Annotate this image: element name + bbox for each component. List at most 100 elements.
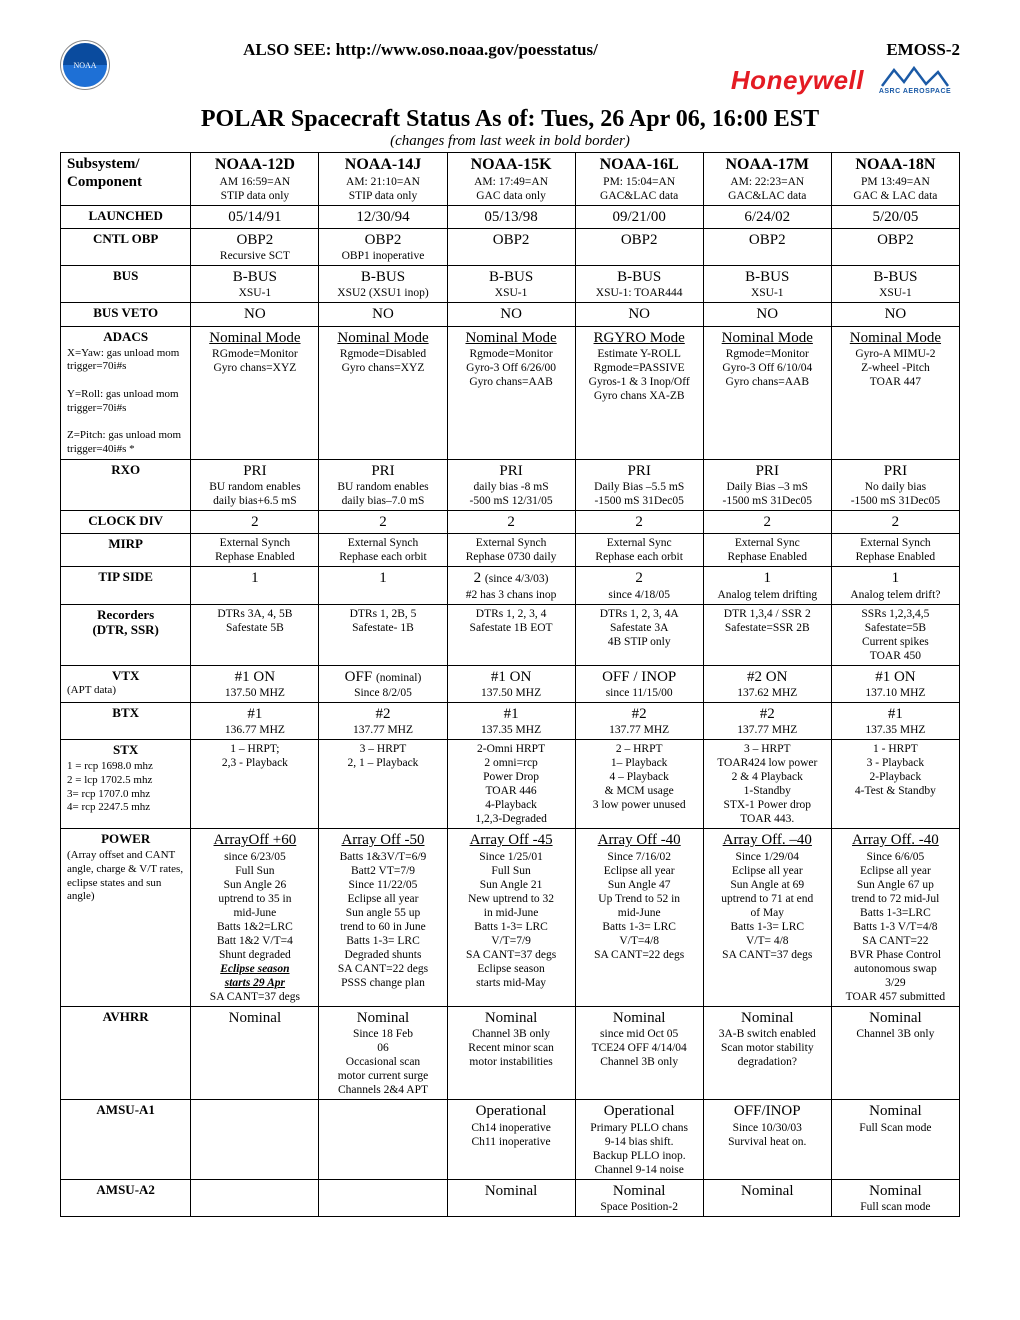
table-cell: NominalFull scan mode xyxy=(831,1179,959,1216)
table-cell: 2 xyxy=(703,510,831,533)
table-cell: 2since 4/18/05 xyxy=(575,567,703,604)
table-cell: OBP2 xyxy=(575,228,703,265)
table-cell: DTRs 1, 2B, 5Safestate- 1B xyxy=(319,604,447,665)
table-cell: #2137.77 MHZ xyxy=(575,702,703,739)
row-amsu-a1: AMSU-A1 xyxy=(61,1100,191,1179)
table-cell: Nominal ModeRgmode=MonitorGyro-3 Off 6/1… xyxy=(703,326,831,459)
table-cell: DTRs 1, 2, 3, 4Safestate 1B EOT xyxy=(447,604,575,665)
table-cell: 05/14/91 xyxy=(191,205,319,228)
col-sat-3: NOAA-15KAM: 17:49=ANGAC data only xyxy=(447,153,575,206)
table-header: Subsystem/ComponentNOAA-12DAM 16:59=ANST… xyxy=(61,153,960,206)
table-cell: OBP2OBP1 inoperative xyxy=(319,228,447,265)
row-btx: BTX xyxy=(61,702,191,739)
col-sat-4: NOAA-16LPM: 15:04=ANGAC&LAC data xyxy=(575,153,703,206)
table-cell: #1137.35 MHZ xyxy=(447,702,575,739)
table-cell: NominalFull Scan mode xyxy=(831,1100,959,1179)
table-cell: Nominalsince mid Oct 05TCE24 OFF 4/14/04… xyxy=(575,1006,703,1099)
table-cell: 3 – HRPTTOAR424 low power2 & 4 Playback1… xyxy=(703,740,831,829)
table-cell: #1 ON137.10 MHZ xyxy=(831,665,959,702)
table-cell: #2 ON137.62 MHZ xyxy=(703,665,831,702)
table-cell: 1 – HRPT;2,3 - Playback xyxy=(191,740,319,829)
table-cell: 2 – HRPT1– Playback4 – Playback& MCM usa… xyxy=(575,740,703,829)
table-cell: Nominal ModeRgmode=MonitorGyro-3 Off 6/2… xyxy=(447,326,575,459)
mountain-icon xyxy=(880,66,950,88)
table-cell: OBP2Recursive SCT xyxy=(191,228,319,265)
table-cell: 2-Omni HRPT2 omni=rcpPower DropTOAR 4464… xyxy=(447,740,575,829)
table-cell: PRIBU random enablesdaily bias–7.0 mS xyxy=(319,459,447,510)
table-cell: B-BUSXSU-1: TOAR444 xyxy=(575,266,703,303)
table-cell xyxy=(191,1179,319,1216)
table-cell: NominalSpace Position-2 xyxy=(575,1179,703,1216)
col-sat-6: NOAA-18NPM 13:49=ANGAC & LAC data xyxy=(831,153,959,206)
row-launched: LAUNCHED xyxy=(61,205,191,228)
table-cell: External SynchRephase each orbit xyxy=(319,534,447,567)
table-cell: OBP2 xyxy=(831,228,959,265)
noaa-logo: NOAA xyxy=(60,40,110,90)
table-cell: NO xyxy=(191,303,319,326)
table-cell: ArrayOff +60since 6/23/05Full SunSun Ang… xyxy=(191,829,319,1006)
table-cell: External SyncRephase Enabled xyxy=(703,534,831,567)
table-cell: #1136.77 MHZ xyxy=(191,702,319,739)
table-cell: 5/20/05 xyxy=(831,205,959,228)
table-cell: OperationalPrimary PLLO chans9-14 bias s… xyxy=(575,1100,703,1179)
table-cell: Array Off -50Batts 1&3V/T=6/9Batt2 VT=7/… xyxy=(319,829,447,1006)
table-cell: 1Analog telem drifting xyxy=(703,567,831,604)
row-clock-div: CLOCK DIV xyxy=(61,510,191,533)
table-cell: DTRs 3A, 4, 5BSafestate 5B xyxy=(191,604,319,665)
table-cell: 12/30/94 xyxy=(319,205,447,228)
table-cell: Nominal ModeGyro-A MIMU-2Z-wheel -PitchT… xyxy=(831,326,959,459)
table-cell: OFF (nominal)Since 8/2/05 xyxy=(319,665,447,702)
col-sat-1: NOAA-12DAM 16:59=ANSTIP data only xyxy=(191,153,319,206)
row-amsu-a2: AMSU-A2 xyxy=(61,1179,191,1216)
table-cell: B-BUSXSU-1 xyxy=(703,266,831,303)
table-cell: External SynchRephase Enabled xyxy=(191,534,319,567)
table-cell: Nominal xyxy=(447,1179,575,1216)
table-cell: NominalChannel 3B only xyxy=(831,1006,959,1099)
table-cell: 2 xyxy=(575,510,703,533)
table-cell: B-BUSXSU2 (XSU1 inop) xyxy=(319,266,447,303)
table-cell: Nominal3A-B switch enabledScan motor sta… xyxy=(703,1006,831,1099)
row-recorders: Recorders(DTR, SSR) xyxy=(61,604,191,665)
table-cell: SSRs 1,2,3,4,5Safestate=5BCurrent spikes… xyxy=(831,604,959,665)
table-cell: #2137.77 MHZ xyxy=(319,702,447,739)
table-cell: NO xyxy=(575,303,703,326)
table-cell: 1 xyxy=(191,567,319,604)
row-stx: STX1 = rcp 1698.0 mhz2 = lcp 1702.5 mhz3… xyxy=(61,740,191,829)
table-cell: Nominal xyxy=(703,1179,831,1216)
col-sat-5: NOAA-17MAM: 22:23=ANGAC&LAC data xyxy=(703,153,831,206)
table-cell: PRIBU random enablesdaily bias+6.5 mS xyxy=(191,459,319,510)
col-sat-2: NOAA-14JAM: 21:10=ANSTIP data only xyxy=(319,153,447,206)
table-cell: PRINo daily bias-1500 mS 31Dec05 xyxy=(831,459,959,510)
table-cell: NO xyxy=(319,303,447,326)
table-cell: #1 ON137.50 MHZ xyxy=(447,665,575,702)
table-cell: DTR 1,3,4 / SSR 2Safestate=SSR 2B xyxy=(703,604,831,665)
row-rxo: RXO xyxy=(61,459,191,510)
table-cell xyxy=(319,1179,447,1216)
also-see: ALSO SEE: http://www.oso.noaa.gov/poesst… xyxy=(110,40,731,60)
table-cell: PRIDaily Bias –3 mS-1500 mS 31Dec05 xyxy=(703,459,831,510)
honeywell-logo: Honeywell xyxy=(731,65,864,96)
table-cell: NO xyxy=(703,303,831,326)
table-cell: Array Off. -40Since 6/6/05Eclipse all ye… xyxy=(831,829,959,1006)
table-cell: 1 xyxy=(319,567,447,604)
table-cell: Array Off. –40Since 1/29/04Eclipse all y… xyxy=(703,829,831,1006)
table-cell: Nominal ModeRGmode=MonitorGyro chans=XYZ xyxy=(191,326,319,459)
table-cell: NO xyxy=(447,303,575,326)
row-avhrr: AVHRR xyxy=(61,1006,191,1099)
status-table: Subsystem/ComponentNOAA-12DAM 16:59=ANST… xyxy=(60,152,960,1217)
table-cell: OFF/INOPSince 10/30/03Survival heat on. xyxy=(703,1100,831,1179)
table-cell xyxy=(319,1100,447,1179)
table-cell: PRIdaily bias -8 mS-500 mS 12/31/05 xyxy=(447,459,575,510)
table-cell: OFF / INOPsince 11/15/00 xyxy=(575,665,703,702)
table-cell: B-BUSXSU-1 xyxy=(191,266,319,303)
table-cell: #1137.35 MHZ xyxy=(831,702,959,739)
table-cell: Array Off -45Since 1/25/01Full SunSun An… xyxy=(447,829,575,1006)
table-cell: NO xyxy=(831,303,959,326)
table-cell: 6/24/02 xyxy=(703,205,831,228)
table-body: LAUNCHED05/14/9112/30/9405/13/9809/21/00… xyxy=(61,205,960,1216)
table-cell: 1 - HRPT3 - Playback2-Playback4-Test & S… xyxy=(831,740,959,829)
row-adacs: ADACSX=Yaw: gas unload mom trigger=70i#s… xyxy=(61,326,191,459)
asrc-logo: ASRC AEROSPACE xyxy=(870,62,960,98)
table-cell: 09/21/00 xyxy=(575,205,703,228)
table-cell: RGYRO ModeEstimate Y-ROLLRgmode=PASSIVEG… xyxy=(575,326,703,459)
